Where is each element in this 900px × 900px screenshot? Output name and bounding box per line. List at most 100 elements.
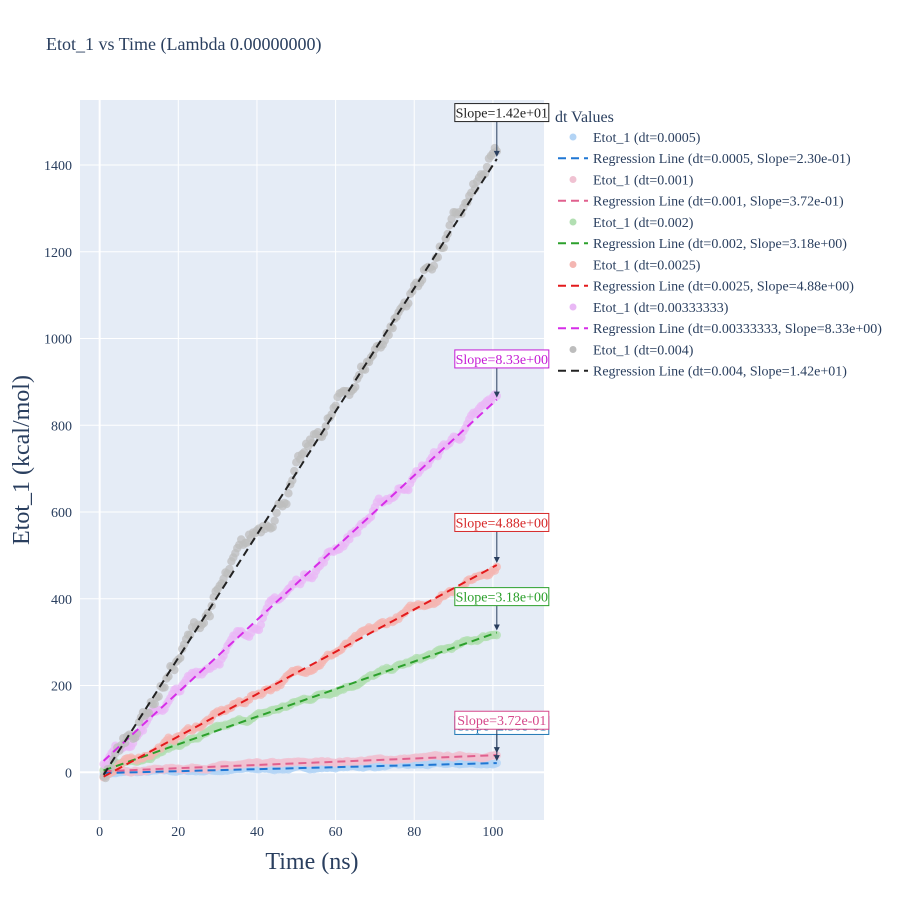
legend: dt Values Etot_1 (dt=0.0005) Regression L… [555, 109, 882, 380]
data-point [492, 630, 502, 640]
data-point [144, 708, 154, 718]
data-point [121, 738, 130, 747]
annotation-box [454, 103, 550, 123]
annotation-arrowhead [493, 747, 500, 754]
data-point [154, 692, 163, 701]
legend-item-markers-dt-0.002: Etot_1 (dt=0.002) [569, 216, 694, 231]
legend-label: Regression Line (dt=0.004, Slope=1.42e+0… [593, 365, 847, 380]
y-axis-title: Etot_1 (kcal/mol) [9, 375, 35, 545]
legend-label: Regression Line (dt=0.0025, Slope=4.88e+… [593, 280, 854, 295]
y-tick-label: 800 [51, 419, 72, 434]
data-point [480, 169, 490, 179]
legend-item-regression-dt-0.001: Regression Line (dt=0.001, Slope=3.72e-0… [558, 195, 844, 210]
slope-annotations: Slope=2.30e-01Slope=3.72e-01Slope=3.18e+… [454, 103, 550, 762]
data-point [270, 516, 279, 525]
y-tick-label: 600 [51, 506, 72, 521]
regression-line-dt-0.00333333 [102, 398, 498, 762]
legend-label: Etot_1 (dt=0.004) [593, 344, 694, 359]
x-tick-label: 80 [407, 825, 421, 840]
data-point [150, 699, 159, 709]
annotation-label: Slope=3.72e-01 [457, 714, 546, 729]
annotation-arrowhead [493, 624, 500, 631]
legend-marker-swatch [569, 346, 577, 353]
legend-label: Etot_1 (dt=0.0005) [593, 131, 701, 146]
legend-label: Regression Line (dt=0.0005, Slope=2.30e-… [593, 152, 851, 167]
data-point [327, 410, 336, 419]
data-point [319, 429, 328, 438]
annotation-arrowhead [493, 557, 500, 564]
y-tick-label: 1400 [44, 159, 72, 174]
y-tick-label: 200 [51, 680, 72, 695]
chart-title: Etot_1 vs Time (Lambda 0.00000000) [46, 34, 322, 55]
data-point [176, 653, 185, 663]
legend-marker-swatch [569, 218, 577, 226]
slope-annotation-dt-0.00333333: Slope=8.33e+00 [454, 349, 550, 398]
data-point [282, 499, 291, 509]
annotation-box [454, 349, 550, 369]
data-point [299, 448, 309, 457]
legend-marker-swatch [569, 176, 577, 183]
slope-annotation-dt-0.002: Slope=3.18e+00 [454, 587, 550, 631]
data-point [225, 564, 234, 574]
data-point [284, 489, 293, 498]
legend-item-regression-dt-0.002: Regression Line (dt=0.002, Slope=3.18e+0… [558, 237, 847, 252]
legend-item-regression-dt-0.004: Regression Line (dt=0.004, Slope=1.42e+0… [558, 365, 847, 380]
data-point [164, 672, 173, 681]
data-point [272, 508, 281, 518]
data-point [492, 562, 502, 572]
legend-item-regression-dt-0.0005: Regression Line (dt=0.0005, Slope=2.30e-… [558, 152, 851, 167]
annotation-box [454, 512, 550, 532]
data-point [331, 401, 340, 410]
legend-label: Regression Line (dt=0.001, Slope=3.72e-0… [593, 195, 844, 210]
regression-line-dt-0.0025 [103, 564, 498, 778]
annotation-label: Slope=4.88e+00 [456, 516, 548, 531]
data-point [445, 221, 454, 230]
data-point [492, 758, 502, 768]
legend-item-markers-dt-0.004: Etot_1 (dt=0.004) [569, 344, 694, 359]
annotation-arrowhead [493, 755, 500, 762]
annotation-box [454, 710, 550, 730]
regression-lines [102, 158, 498, 778]
y-tick-label: 400 [51, 593, 72, 608]
x-tick-label: 20 [171, 825, 185, 840]
legend-label: Regression Line (dt=0.00333333, Slope=8.… [593, 322, 882, 337]
legend-item-markers-dt-0.0025: Etot_1 (dt=0.0025) [569, 259, 701, 274]
series-markers-dt-0.0025 [99, 562, 502, 782]
annotation-arrowhead [493, 150, 500, 157]
legend-item-markers-dt-0.0005: Etot_1 (dt=0.0005) [569, 131, 701, 146]
y-tick-label: 1200 [44, 246, 72, 261]
legend-marker-swatch [569, 261, 577, 268]
x-axis-title: Time (ns) [265, 849, 358, 875]
regression-line-dt-0.004 [102, 158, 498, 776]
annotation-label: Slope=1.42e+01 [456, 107, 548, 122]
legend-label: Regression Line (dt=0.002, Slope=3.18e+0… [593, 237, 847, 252]
annotation-label: Slope=3.18e+00 [456, 591, 548, 606]
data-point [205, 612, 214, 621]
legend-title: dt Values [555, 109, 614, 126]
slope-annotation-dt-0.001: Slope=3.72e-01 [454, 710, 550, 754]
y-tick-label: 1000 [44, 333, 72, 348]
legend-label: Etot_1 (dt=0.002) [593, 216, 694, 231]
legend-marker-swatch [569, 133, 577, 141]
data-point [256, 620, 266, 630]
legend-item-markers-dt-0.00333333: Etot_1 (dt=0.00333333) [569, 301, 729, 316]
legend-item-regression-dt-0.0025: Regression Line (dt=0.0025, Slope=4.88e+… [558, 280, 854, 295]
slope-annotation-dt-0.004: Slope=1.42e+01 [454, 103, 550, 157]
data-point [290, 466, 299, 476]
data-point [288, 476, 297, 485]
regression-line-dt-0.0005 [103, 762, 497, 775]
annotation-box [454, 587, 550, 607]
x-tick-label: 100 [482, 825, 503, 840]
legend-label: Etot_1 (dt=0.00333333) [593, 301, 729, 316]
data-point [268, 523, 277, 532]
regression-line-dt-0.001 [103, 754, 497, 773]
legend-label: Etot_1 (dt=0.001) [593, 174, 694, 189]
x-tick-label: 60 [329, 825, 343, 840]
data-point [388, 323, 397, 333]
legend-label: Etot_1 (dt=0.0025) [593, 259, 701, 274]
y-tick-label: 0 [65, 766, 72, 781]
slope-annotation-dt-0.0025: Slope=4.88e+00 [454, 512, 550, 564]
data-point [404, 485, 413, 495]
